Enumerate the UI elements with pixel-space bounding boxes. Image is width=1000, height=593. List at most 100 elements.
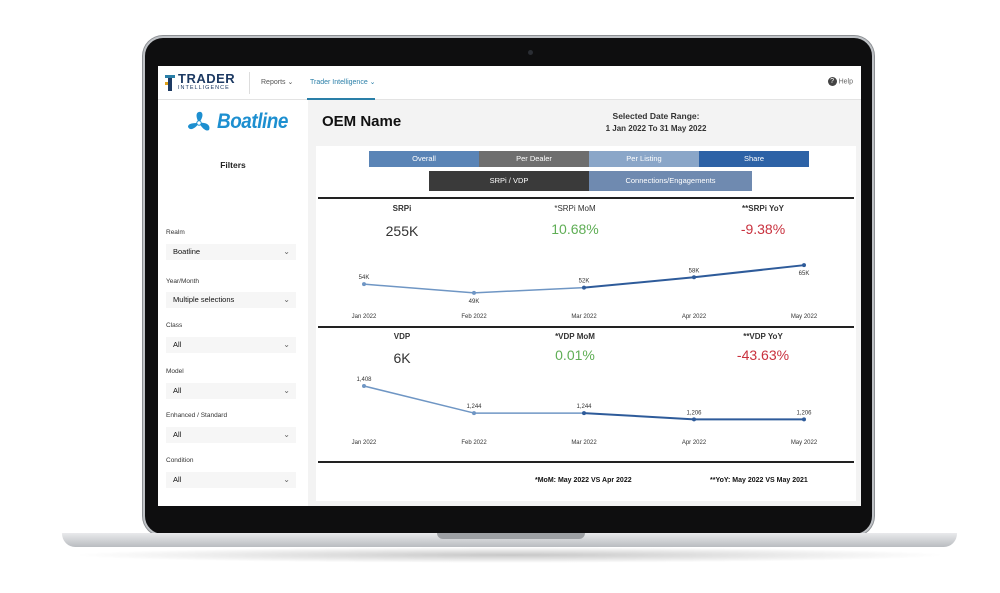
filter-realm-value: Boatline	[173, 247, 201, 256]
vdp-segment	[583, 412, 695, 421]
laptop-shadow	[70, 547, 950, 563]
vdp-x-tick-label: May 2022	[791, 440, 818, 446]
tab-overall[interactable]: Overall	[369, 151, 479, 167]
vdp-yoy-label: **VDP YoY	[743, 332, 783, 341]
laptop-notch	[437, 533, 585, 539]
chevron-down-icon: ⌄	[283, 295, 290, 304]
nav-reports[interactable]: Reports ⌄	[261, 78, 293, 86]
srpi-mom-value: 10.68%	[551, 221, 599, 237]
brand-name: Boatline	[217, 110, 288, 133]
srpi-x-tick-label: May 2022	[791, 314, 818, 320]
vdp-point	[472, 411, 476, 416]
help-icon: ?	[827, 77, 837, 86]
srpi-segment	[473, 286, 585, 294]
chevron-down-icon: ⌄	[369, 79, 376, 86]
filter-label-year-month: Year/Month	[166, 278, 200, 285]
srpi-segment	[583, 276, 695, 289]
vdp-point	[692, 417, 696, 422]
mom-footnote: *MoM: May 2022 VS Apr 2022	[535, 477, 632, 484]
srpi-yoy-value: -9.38%	[740, 221, 786, 237]
tab-srpi-vdp[interactable]: SRPi / VDP	[429, 171, 589, 191]
chevron-down-icon: ⌄	[287, 79, 294, 86]
logo-title: TRADER	[178, 71, 236, 86]
trader-intelligence-logo[interactable]: TRADER INTELLIGENCE	[164, 72, 244, 96]
filter-year-month-select[interactable]: Multiple selections ⌄	[166, 292, 296, 308]
srpi-x-tick-label: Mar 2022	[571, 314, 597, 320]
active-tab-indicator	[307, 98, 375, 100]
trader-logo-icon	[165, 75, 175, 91]
filter-enhanced-standard-select[interactable]: All ⌄	[166, 427, 296, 443]
vdp-x-tick-label: Feb 2022	[461, 440, 487, 446]
filter-enhanced-standard-value: All	[173, 430, 182, 439]
srpi-x-tick-label: Feb 2022	[461, 314, 487, 320]
filters-title: Filters	[220, 160, 246, 170]
srpi-segment	[363, 283, 475, 294]
filter-label-model: Model	[166, 368, 184, 375]
vdp-value: 6K	[393, 350, 411, 366]
srpi-point	[802, 263, 806, 268]
vdp-point	[362, 383, 366, 388]
filter-condition-value: All	[173, 475, 182, 484]
tab-share[interactable]: Share	[699, 151, 809, 167]
srpi-mom-label: *SRPi MoM	[554, 204, 596, 213]
srpi-line-chart: 54K Jan 2022 49K Feb 2022 52K Mar 2022 58K Apr …	[352, 263, 818, 320]
vdp-mom-value: 0.01%	[555, 347, 595, 363]
filter-realm-select[interactable]: Boatline ⌄	[166, 244, 296, 260]
srpi-point	[472, 290, 476, 295]
filter-class-select[interactable]: All ⌄	[166, 337, 296, 353]
vdp-yoy-value: -43.63%	[736, 347, 790, 363]
vdp-data-label: 1,206	[686, 410, 702, 416]
chevron-down-icon: ⌄	[283, 430, 290, 439]
srpi-x-tick-label: Jan 2022	[352, 314, 377, 320]
srpi-point	[362, 282, 366, 287]
vdp-label: VDP	[393, 332, 411, 341]
srpi-point	[582, 285, 586, 290]
vdp-line-chart: 1,408 Jan 2022 1,244 Feb 2022 1,244 Mar 2022 1…	[352, 377, 818, 446]
srpi-value: 255K	[385, 223, 419, 239]
filter-class-value: All	[173, 340, 182, 349]
srpi-segment	[693, 264, 805, 279]
vdp-x-tick-label: Jan 2022	[352, 440, 377, 446]
filter-sidebar: Boatline Filters Realm Boatline ⌄ Year/Mo…	[158, 100, 308, 506]
filter-model-select[interactable]: All ⌄	[166, 383, 296, 399]
filter-label-realm: Realm	[166, 229, 185, 236]
nav-trader-intelligence[interactable]: Trader Intelligence ⌄	[310, 78, 376, 86]
srpi-data-label: 54K	[359, 275, 370, 281]
vdp-point	[802, 417, 806, 422]
filter-model-value: All	[173, 386, 182, 395]
section-divider	[318, 461, 854, 463]
help-label: Help	[838, 78, 853, 86]
srpi-point	[692, 275, 696, 280]
vdp-data-label: 1,206	[796, 410, 812, 416]
nav-reports-label: Reports	[261, 79, 286, 86]
logo-subtitle: INTELLIGENCE	[178, 85, 230, 91]
nav-trader-intelligence-label: Trader Intelligence	[310, 79, 368, 86]
vdp-data-label: 1,244	[466, 404, 482, 410]
help-link[interactable]: ? Help	[827, 77, 853, 86]
boatline-logo: Boatline	[184, 108, 294, 136]
tab-per-dealer[interactable]: Per Dealer	[479, 151, 589, 167]
filter-year-month-value: Multiple selections	[173, 295, 235, 304]
srpi-data-label: 65K	[799, 271, 810, 277]
section-divider	[318, 197, 854, 199]
yoy-footnote: **YoY: May 2022 VS May 2021	[710, 477, 808, 484]
date-range-value: 1 Jan 2022 To 31 May 2022	[605, 124, 707, 133]
nav-divider	[249, 72, 250, 94]
vdp-data-label: 1,408	[356, 377, 372, 383]
filter-condition-select[interactable]: All ⌄	[166, 472, 296, 488]
filter-label-enhanced-standard: Enhanced / Standard	[166, 412, 228, 419]
date-range-title: Selected Date Range:	[612, 111, 700, 121]
chevron-down-icon: ⌄	[283, 340, 290, 349]
filter-label-class: Class	[166, 322, 183, 329]
srpi-data-label: 58K	[689, 268, 700, 274]
srpi-data-label: 49K	[469, 299, 480, 305]
vdp-x-tick-label: Apr 2022	[682, 440, 707, 446]
tab-per-listing[interactable]: Per Listing	[589, 151, 699, 167]
vdp-x-tick-label: Mar 2022	[571, 440, 597, 446]
tab-connections-engagements[interactable]: Connections/Engagements	[589, 171, 752, 191]
vdp-data-label: 1,244	[576, 404, 592, 410]
chevron-down-icon: ⌄	[283, 475, 290, 484]
webcam	[528, 50, 533, 55]
vdp-mom-label: *VDP MoM	[555, 332, 595, 341]
